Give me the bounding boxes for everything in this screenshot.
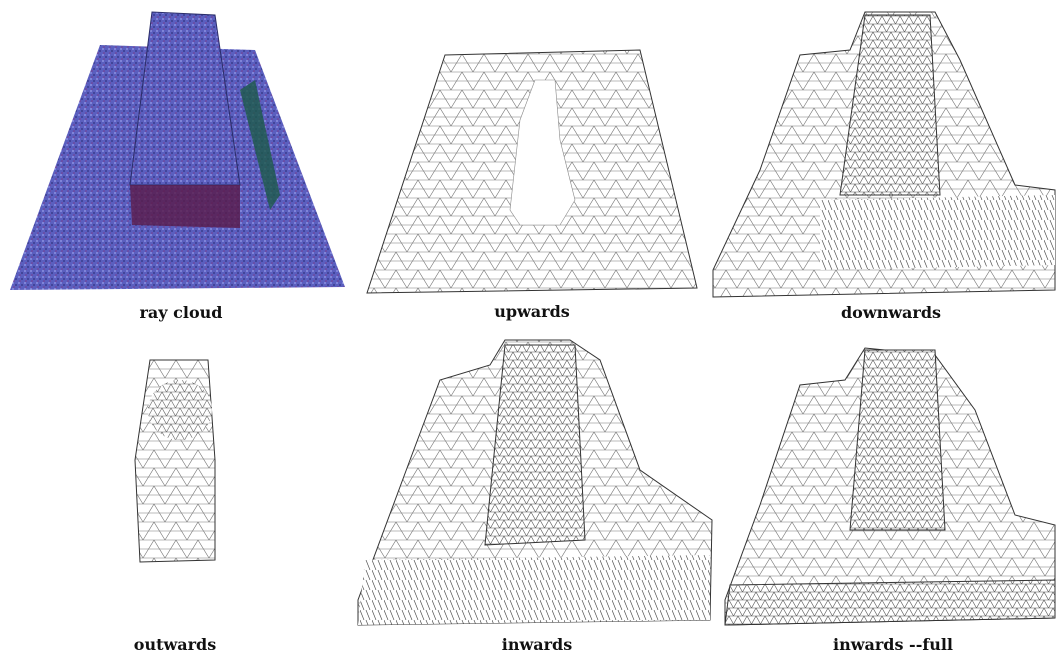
ray-cloud-panel bbox=[10, 12, 345, 290]
downwards-wall bbox=[820, 195, 1055, 270]
caption: ray cloud bbox=[140, 303, 223, 322]
caption: outwards bbox=[134, 635, 216, 654]
outwards-dense bbox=[148, 380, 212, 440]
caption: downwards bbox=[841, 303, 941, 322]
caption: inwards bbox=[502, 635, 572, 654]
inwards-full-ground bbox=[725, 580, 1055, 625]
hedge-front bbox=[130, 185, 240, 228]
figure: ray cloud upwards downwards outwards inw… bbox=[0, 0, 1056, 654]
caption: inwards --full bbox=[833, 635, 953, 654]
inwards-full-top bbox=[850, 350, 945, 530]
caption: upwards bbox=[494, 302, 570, 321]
hedge-cloud bbox=[130, 12, 240, 185]
inwards-wall bbox=[358, 555, 710, 625]
